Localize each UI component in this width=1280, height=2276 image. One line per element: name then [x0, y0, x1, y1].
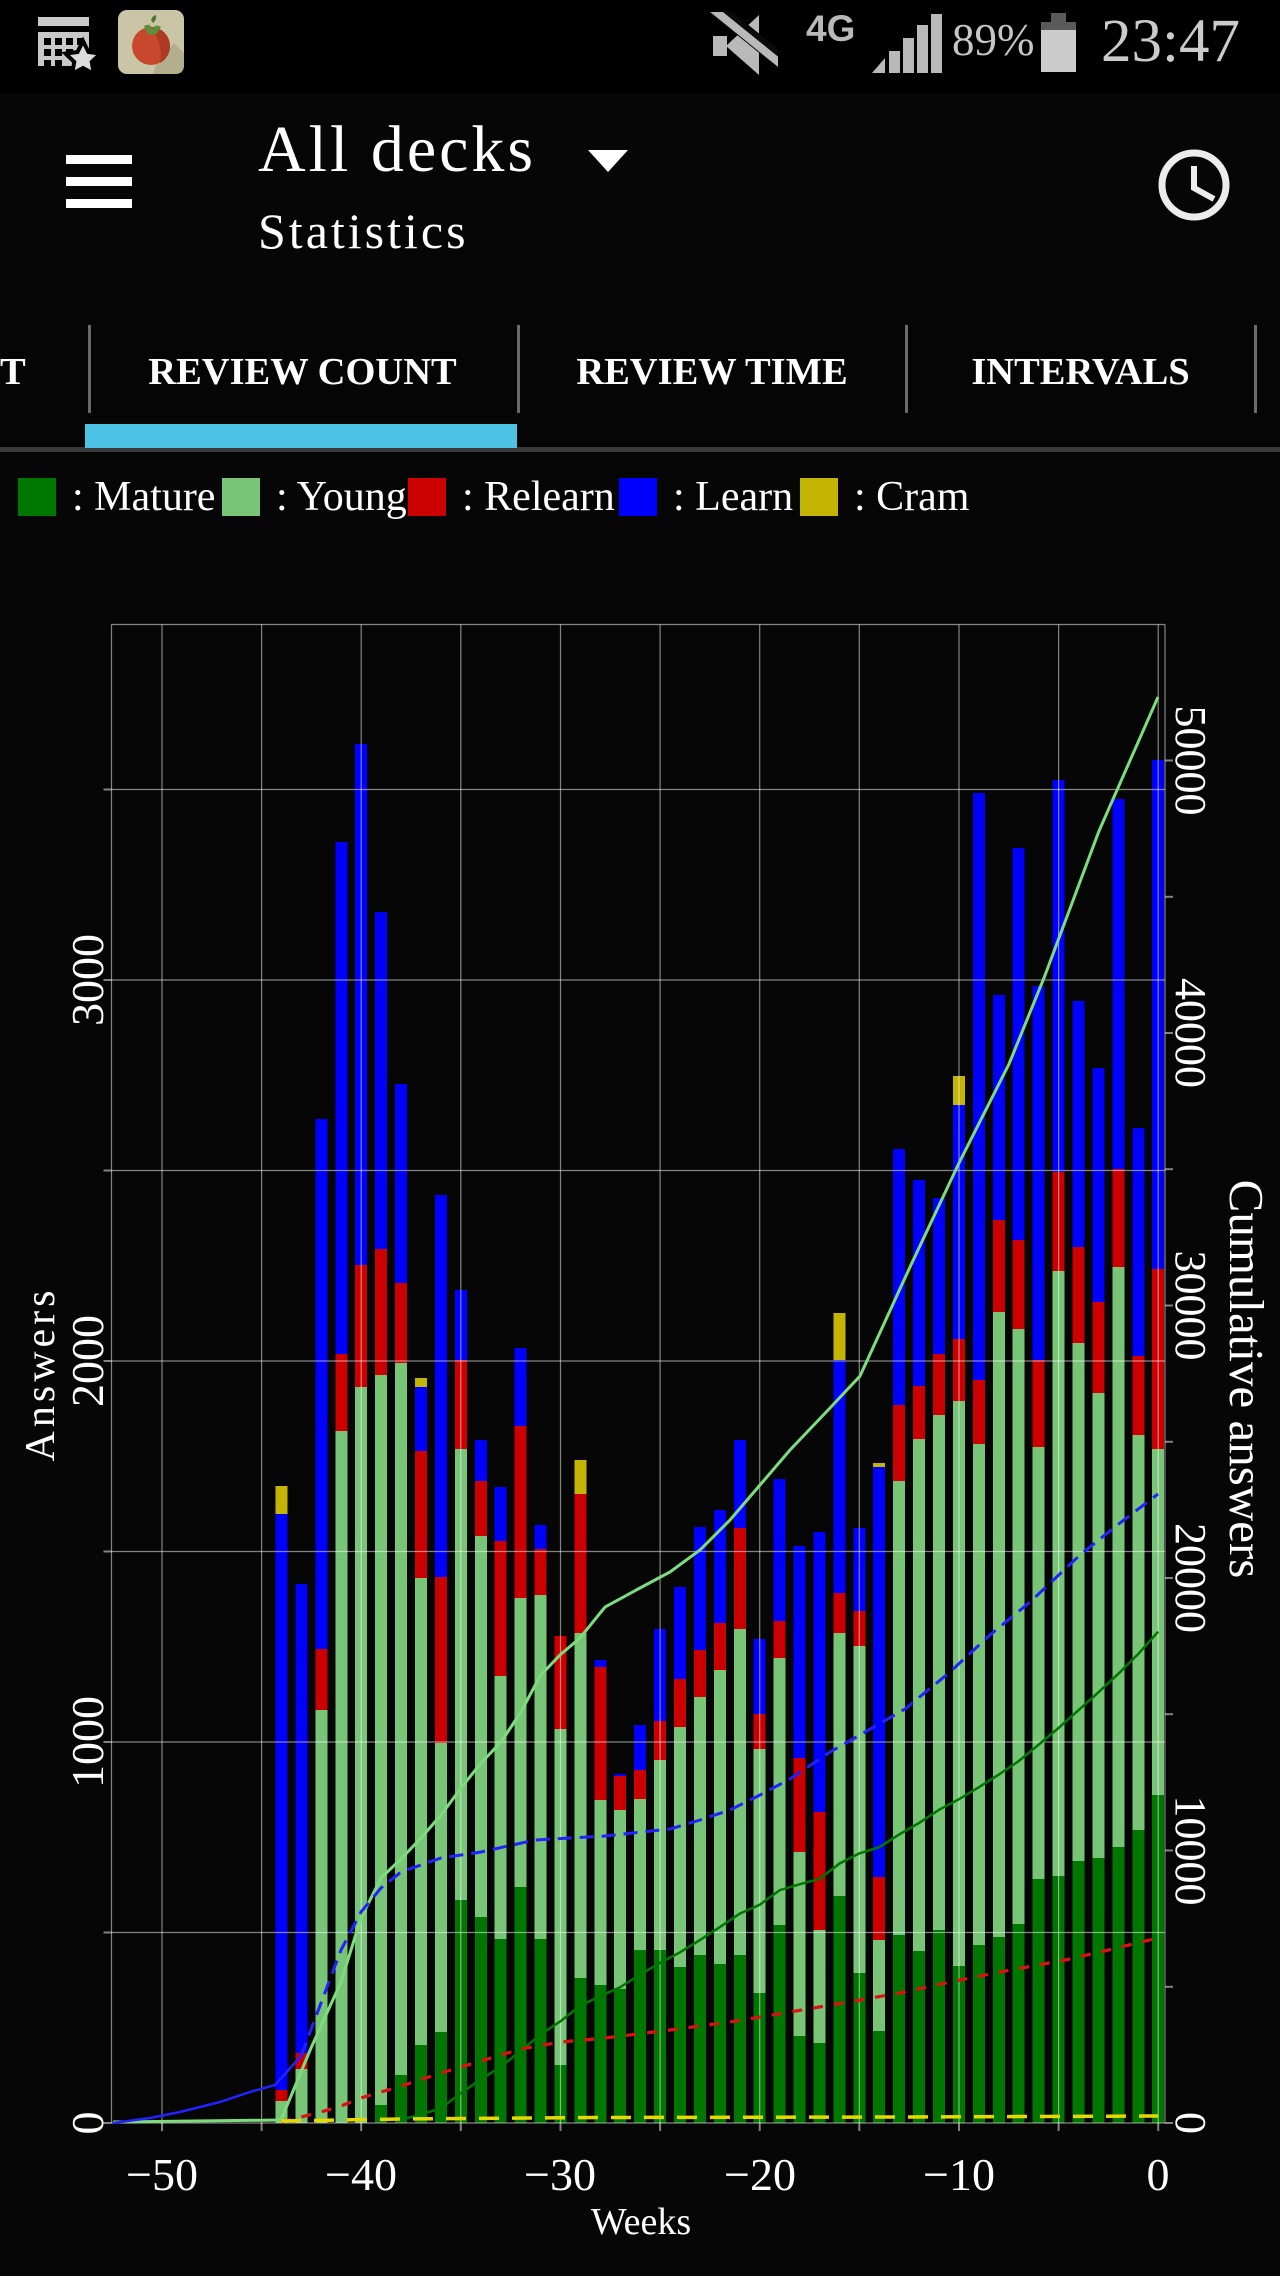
svg-text:−50: −50 — [126, 2149, 198, 2200]
svg-text:1000: 1000 — [62, 1696, 113, 1788]
svg-text:20000: 20000 — [1166, 1523, 1215, 1633]
svg-text:30000: 30000 — [1166, 1251, 1215, 1361]
svg-text:0: 0 — [1147, 2149, 1170, 2200]
svg-text:−10: −10 — [923, 2149, 995, 2200]
svg-text:10000: 10000 — [1166, 1796, 1215, 1906]
svg-text:2000: 2000 — [62, 1315, 113, 1407]
svg-text:Weeks: Weeks — [591, 2201, 691, 2243]
svg-text:0: 0 — [62, 2112, 113, 2135]
svg-text:Answers: Answers — [18, 1287, 64, 1462]
svg-text:40000: 40000 — [1166, 978, 1215, 1088]
svg-text:Cumulative answers: Cumulative answers — [1219, 1180, 1274, 1579]
svg-text:0: 0 — [1166, 2112, 1215, 2134]
svg-text:−40: −40 — [325, 2149, 397, 2200]
svg-text:50000: 50000 — [1166, 706, 1215, 816]
svg-text:−20: −20 — [724, 2149, 796, 2200]
svg-text:3000: 3000 — [62, 934, 113, 1026]
svg-text:−30: −30 — [524, 2149, 596, 2200]
